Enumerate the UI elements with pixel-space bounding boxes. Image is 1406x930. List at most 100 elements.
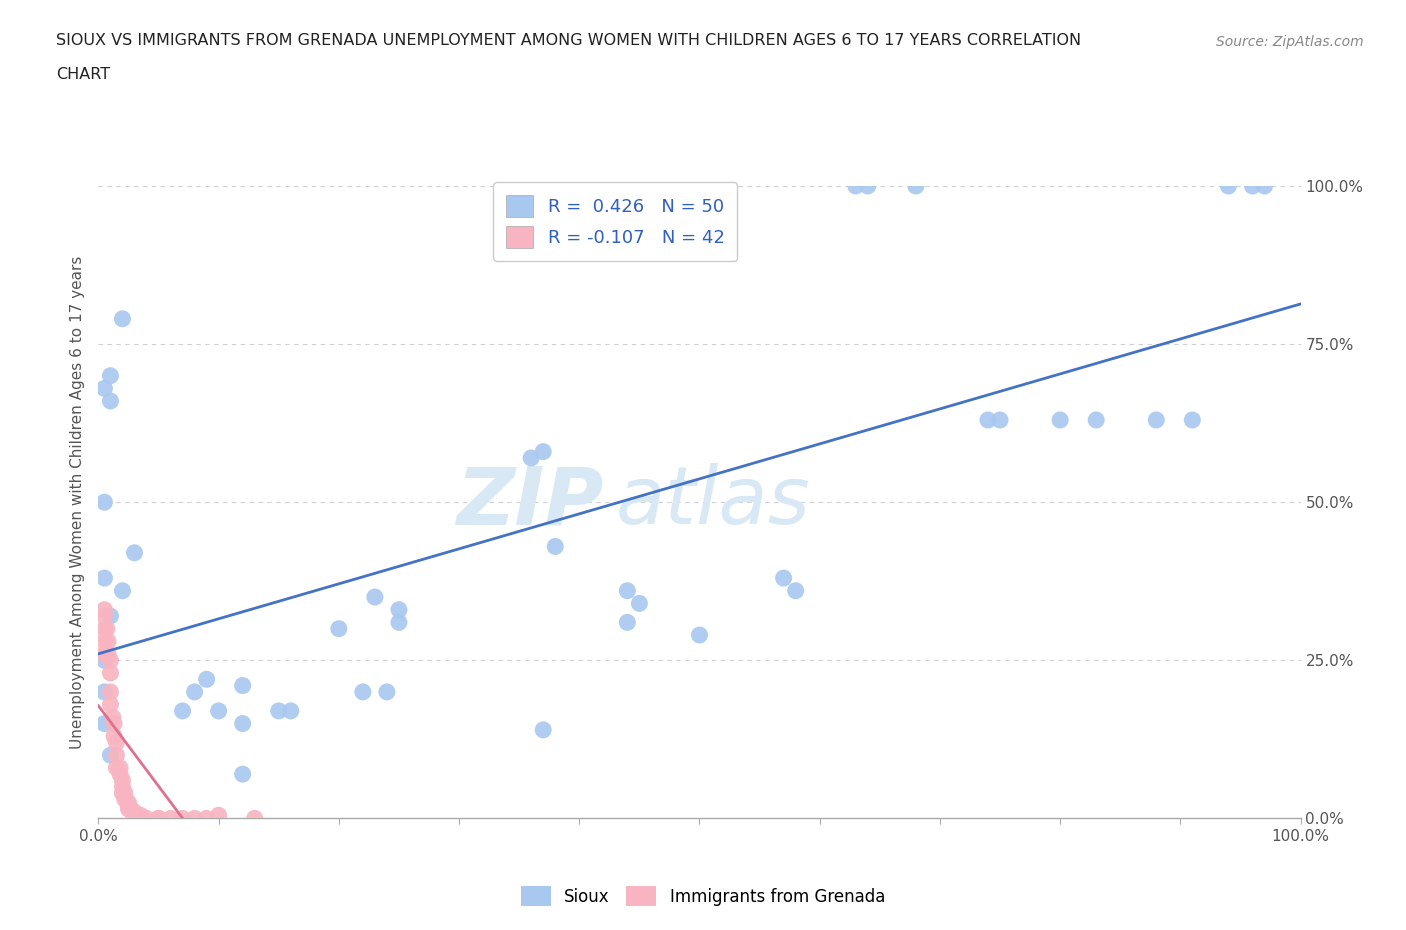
Point xyxy=(100,698,122,712)
Point xyxy=(1241,179,1264,193)
Point xyxy=(97,646,120,661)
Point xyxy=(364,590,387,604)
Point xyxy=(172,811,194,826)
Point xyxy=(388,603,411,618)
Point xyxy=(785,583,807,598)
Point xyxy=(328,621,350,636)
Point xyxy=(280,703,302,718)
Point xyxy=(243,811,266,826)
Point xyxy=(1144,413,1167,428)
Point xyxy=(616,615,638,630)
Point xyxy=(388,615,411,630)
Text: CHART: CHART xyxy=(56,67,110,82)
Point xyxy=(845,179,868,193)
Point xyxy=(117,795,139,810)
Point xyxy=(544,539,567,554)
Point xyxy=(1085,413,1108,428)
Text: ZIP: ZIP xyxy=(456,463,603,541)
Point xyxy=(105,748,128,763)
Point xyxy=(100,368,122,383)
Point xyxy=(772,571,794,586)
Point xyxy=(1181,413,1204,428)
Y-axis label: Unemployment Among Women with Children Ages 6 to 17 years: Unemployment Among Women with Children A… xyxy=(70,256,86,749)
Point xyxy=(93,653,115,668)
Point xyxy=(352,684,374,699)
Point xyxy=(93,608,115,623)
Point xyxy=(232,678,254,693)
Point xyxy=(689,628,711,643)
Point xyxy=(904,179,927,193)
Point xyxy=(97,634,120,649)
Point xyxy=(129,808,152,823)
Point xyxy=(108,761,131,776)
Point xyxy=(195,811,218,826)
Point xyxy=(114,792,136,807)
Legend: Sioux, Immigrants from Grenada: Sioux, Immigrants from Grenada xyxy=(515,880,891,912)
Point xyxy=(93,603,115,618)
Text: atlas: atlas xyxy=(616,463,810,541)
Point xyxy=(93,381,115,396)
Point xyxy=(117,802,139,817)
Point xyxy=(208,703,231,718)
Point xyxy=(172,703,194,718)
Point xyxy=(111,779,134,794)
Point xyxy=(531,723,554,737)
Point xyxy=(96,621,118,636)
Point xyxy=(111,312,134,326)
Point xyxy=(183,684,205,699)
Point xyxy=(93,621,115,636)
Point xyxy=(125,808,148,823)
Point xyxy=(616,583,638,598)
Text: SIOUX VS IMMIGRANTS FROM GRENADA UNEMPLOYMENT AMONG WOMEN WITH CHILDREN AGES 6 T: SIOUX VS IMMIGRANTS FROM GRENADA UNEMPLO… xyxy=(56,33,1081,47)
Point xyxy=(111,773,134,788)
Point xyxy=(148,811,170,826)
Point xyxy=(103,729,125,744)
Point xyxy=(121,804,143,819)
Point xyxy=(93,571,115,586)
Point xyxy=(375,684,398,699)
Point xyxy=(159,811,181,826)
Point xyxy=(195,671,218,686)
Point xyxy=(628,596,651,611)
Point xyxy=(93,716,115,731)
Point xyxy=(100,393,122,408)
Point xyxy=(531,445,554,459)
Point xyxy=(988,413,1011,428)
Point xyxy=(105,761,128,776)
Point xyxy=(100,666,122,681)
Point xyxy=(1218,179,1240,193)
Point xyxy=(1049,413,1071,428)
Point xyxy=(93,646,115,661)
Point xyxy=(520,450,543,465)
Point xyxy=(100,653,122,668)
Point xyxy=(977,413,1000,428)
Point xyxy=(856,179,879,193)
Point xyxy=(100,608,122,623)
Point xyxy=(232,766,254,781)
Point xyxy=(93,495,115,510)
Point xyxy=(183,811,205,826)
Point xyxy=(135,811,157,826)
Point xyxy=(105,735,128,750)
Point xyxy=(267,703,290,718)
Point xyxy=(93,684,115,699)
Point xyxy=(148,811,170,826)
Point xyxy=(114,786,136,801)
Point xyxy=(117,798,139,813)
Point xyxy=(108,766,131,781)
Point xyxy=(124,545,146,560)
Point xyxy=(1253,179,1275,193)
Point xyxy=(232,716,254,731)
Text: Source: ZipAtlas.com: Source: ZipAtlas.com xyxy=(1216,35,1364,49)
Point xyxy=(120,802,142,817)
Point xyxy=(208,808,231,823)
Point xyxy=(103,716,125,731)
Point xyxy=(111,786,134,801)
Legend: R =  0.426   N = 50, R = -0.107   N = 42: R = 0.426 N = 50, R = -0.107 N = 42 xyxy=(494,182,737,260)
Point xyxy=(100,748,122,763)
Point xyxy=(111,583,134,598)
Point xyxy=(124,804,146,819)
Point xyxy=(100,684,122,699)
Point xyxy=(93,634,115,649)
Point xyxy=(101,710,124,724)
